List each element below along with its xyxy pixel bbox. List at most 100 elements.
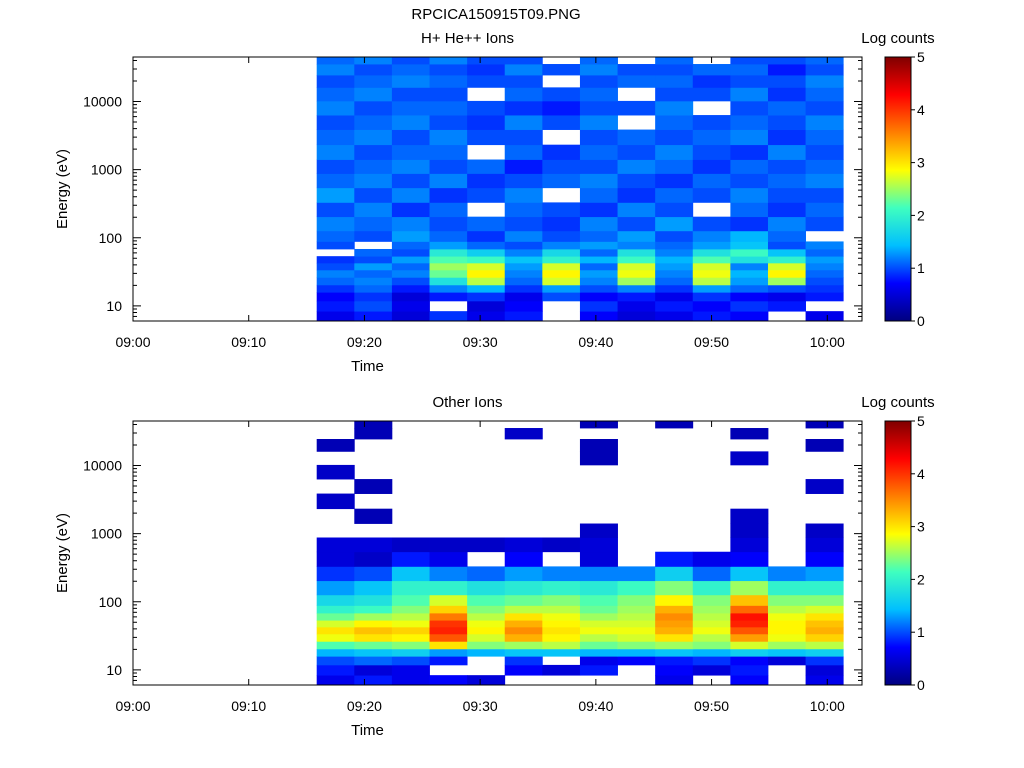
heatmap-cell [617,75,656,88]
heatmap-cell [467,300,506,312]
plot-frame [132,420,863,686]
heatmap-cell [767,248,806,257]
heatmap-cell [391,605,430,614]
heatmap-cell [354,300,393,312]
heatmap-cell [429,605,468,614]
heatmap-cell [504,594,543,606]
heatmap-cell [730,641,769,650]
x-tick-label: 09:00 [115,334,150,350]
heatmap-cell [579,537,618,553]
heatmap-cell [655,57,694,65]
heatmap-cell [467,100,506,116]
heatmap-cell [805,633,844,642]
heatmap-cell [655,626,694,635]
heatmap-cell [429,129,468,146]
heatmap-cell [692,241,731,250]
heatmap-cell [730,675,769,686]
heatmap-cell [504,57,543,65]
heatmap-cell [805,421,844,429]
heatmap-cell [655,64,694,76]
heatmap-cell [617,269,656,278]
heatmap-cell [730,216,769,232]
heatmap-cell [354,675,393,686]
y-tick-label: 10000 [83,458,122,474]
colorbar-tick-label: 2 [917,571,925,587]
heatmap-cell [805,551,844,567]
heatmap-cell [391,580,430,596]
heatmap-cell [316,269,355,278]
heatmap-cell [391,277,430,286]
heatmap-cell [692,648,731,657]
heatmap-cell [692,580,731,596]
heatmap-cell [579,144,618,160]
heatmap-cell [730,580,769,596]
x-tick-label: 09:50 [694,698,729,714]
heatmap-cell [467,173,506,189]
heatmap-cell [805,256,844,264]
heatmap-cell [316,664,355,676]
heatmap-cell [730,173,769,189]
y-axis-label: Energy (eV) [54,149,71,229]
heatmap-cell [579,594,618,606]
heatmap-cell [617,256,656,264]
heatmap-cell [692,641,731,650]
heatmap-cell [655,566,694,582]
heatmap-cell [617,202,656,218]
heatmap-cell [467,633,506,642]
heatmap-cell [767,566,806,582]
heatmap-cell [429,230,468,242]
heatmap-cell [655,230,694,242]
heatmap-cell [316,675,355,686]
heatmap-cell [655,633,694,642]
heatmap-cell [767,64,806,76]
heatmap-cell [730,159,769,174]
heatmap-cell [467,620,506,628]
heatmap-cell [504,300,543,312]
heatmap-cell [504,129,543,146]
heatmap-cell [354,656,393,666]
heatmap-cell [730,612,769,621]
heatmap-cell [617,216,656,232]
heatmap-cell [354,100,393,116]
heatmap-cell [391,566,430,582]
heatmap-cell [767,100,806,116]
heatmap-cell [429,57,468,65]
heatmap-cell [692,216,731,232]
heatmap-cell [767,144,806,160]
heatmap-cell [316,633,355,642]
heatmap-cell [542,87,581,102]
heatmap-cell [467,262,506,271]
heatmap-cell [504,187,543,203]
heatmap-cell [655,100,694,116]
heatmap-cell [542,580,581,596]
heatmap-cell [805,605,844,614]
heatmap-cell [579,57,618,65]
heatmap-cell [730,277,769,286]
heatmap-cell [354,580,393,596]
heatmap-cell [617,100,656,116]
heatmap-cell [354,277,393,286]
heatmap-cell [504,173,543,189]
heatmap-cell [542,173,581,189]
heatmap-cell [805,648,844,657]
heatmap-cell [316,551,355,567]
heatmap-cell [504,428,543,440]
heatmap-cell [354,173,393,189]
heatmap-cell [391,620,430,628]
heatmap-cell [391,641,430,650]
heatmap-cell [579,115,618,130]
heatmap-cell [354,648,393,657]
heatmap-cell [542,248,581,257]
colorbar-tick-label: 1 [917,624,925,640]
y-tick-label: 100 [99,594,123,610]
x-tick-label: 09:20 [347,698,382,714]
heatmap-cell [767,230,806,242]
heatmap-cell [805,580,844,596]
heatmap-cell [655,216,694,232]
heatmap-cell [579,262,618,271]
heatmap-cell [316,129,355,146]
heatmap-cell [692,551,731,567]
heatmap-cell [429,277,468,286]
heatmap-cell [316,187,355,203]
heatmap-cell [391,256,430,264]
